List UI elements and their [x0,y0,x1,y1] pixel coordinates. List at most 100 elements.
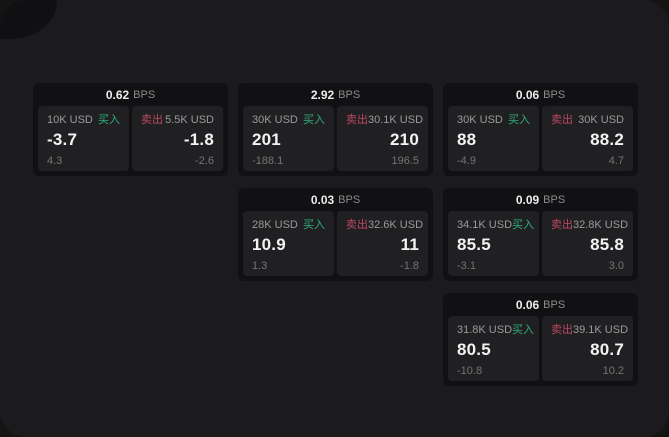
sell-tile-top: 卖出 30K USD [551,114,624,127]
buy-tile-top: 31.8K USD 买入 [457,324,534,337]
sell-side-label: 卖出 [551,219,573,231]
sell-tile[interactable]: 卖出 32.8K USD 85.8 3.0 [542,211,633,276]
sell-size-label: 30K USD [578,114,624,126]
buy-tile[interactable]: 30K USD 买入 88 -4.9 [448,106,539,171]
buy-tile[interactable]: 34.1K USD 买入 85.5 -3.1 [448,211,539,276]
sell-size-label: 30.1K USD [368,114,424,126]
buy-size-label: 34.1K USD [457,219,513,231]
buy-size-label: 28K USD [252,219,298,231]
sell-change: 10.2 [602,365,624,377]
card-body: 34.1K USD 买入 85.5 -3.1 卖出 32.8K USD 85.8… [443,211,638,276]
buy-tile-top: 34.1K USD 买入 [457,219,534,232]
sell-tile-top: 卖出 32.8K USD [551,219,628,232]
buy-change: 1.3 [252,260,268,272]
sell-tile-top: 卖出 5.5K USD [141,114,214,127]
sell-size-label: 39.1K USD [573,324,629,336]
bps-unit-label: BPS [543,298,566,311]
buy-size-label: 30K USD [457,114,503,126]
bps-value: 2.92 [310,87,335,102]
bps-value: 0.03 [310,192,335,207]
sell-change: 3.0 [608,260,624,272]
sell-size-label: 5.5K USD [165,114,214,126]
sell-tile[interactable]: 卖出 30K USD 88.2 4.7 [542,106,633,171]
buy-tile-top: 28K USD 买入 [252,219,325,232]
buy-size-label: 30K USD [252,114,298,126]
buy-size-label: 10K USD [47,114,93,126]
quote-card: 0.06 BPS 31.8K USD 买入 80.5 -10.8 卖出 39.1… [443,293,638,386]
card-body: 10K USD 买入 -3.7 4.3 卖出 5.5K USD -1.8 -2.… [33,106,228,171]
buy-side-label: 买入 [98,114,120,126]
buy-tile[interactable]: 28K USD 买入 10.9 1.3 [243,211,334,276]
buy-price: -3.7 [47,130,78,149]
sell-tile[interactable]: 卖出 32.6K USD 11 -1.8 [337,211,428,276]
sell-price: 85.8 [590,235,624,254]
bps-value: 0.06 [515,87,540,102]
sell-side-label: 卖出 [551,324,573,336]
buy-tile-top: 10K USD 买入 [47,114,120,127]
buy-tile[interactable]: 10K USD 买入 -3.7 4.3 [38,106,129,171]
sell-change: 196.5 [391,155,419,167]
sell-size-label: 32.8K USD [573,219,629,231]
bps-unit-label: BPS [543,193,566,206]
buy-size-label: 31.8K USD [457,324,513,336]
buy-side-label: 买入 [303,114,325,126]
card-header: 0.62 BPS [33,83,228,106]
sell-price: 88.2 [590,130,624,149]
bps-unit-label: BPS [133,88,156,101]
buy-tile[interactable]: 30K USD 买入 201 -188.1 [243,106,334,171]
quote-card: 2.92 BPS 30K USD 买入 201 -188.1 卖出 30.1K … [238,83,433,176]
buy-tile-top: 30K USD 买入 [252,114,325,127]
sell-side-label: 卖出 [141,114,163,126]
sell-change: -2.6 [195,155,214,167]
buy-price: 85.5 [457,235,491,254]
sell-tile-top: 卖出 30.1K USD [346,114,423,127]
corner-overlay-decoration [0,0,57,39]
bps-unit-label: BPS [338,88,361,101]
card-header: 0.09 BPS [443,188,638,211]
sell-change: -1.8 [400,260,419,272]
buy-change: -4.9 [457,155,476,167]
buy-side-label: 买入 [512,324,535,336]
sell-tile[interactable]: 卖出 5.5K USD -1.8 -2.6 [132,106,223,171]
quote-card: 0.03 BPS 28K USD 买入 10.9 1.3 卖出 32.6K US… [238,188,433,281]
buy-change: -188.1 [252,155,284,167]
quote-card: 0.06 BPS 30K USD 买入 88 -4.9 卖出 30K USD 8… [443,83,638,176]
buy-side-label: 买入 [508,114,530,126]
sell-tile-top: 卖出 39.1K USD [551,324,628,337]
buy-side-label: 买入 [512,219,535,231]
buy-price: 201 [252,130,281,149]
sell-side-label: 卖出 [551,114,573,126]
card-body: 30K USD 买入 88 -4.9 卖出 30K USD 88.2 4.7 [443,106,638,171]
sell-side-label: 卖出 [346,114,368,126]
cards-grid: 0.62 BPS 10K USD 买入 -3.7 4.3 卖出 5.5K USD… [33,83,638,386]
sell-change: 4.7 [608,155,624,167]
bps-value: 0.09 [515,192,540,207]
card-header: 0.06 BPS [443,83,638,106]
buy-change: 4.3 [47,155,63,167]
card-body: 28K USD 买入 10.9 1.3 卖出 32.6K USD 11 -1.8 [238,211,433,276]
card-body: 30K USD 买入 201 -188.1 卖出 30.1K USD 210 1… [238,106,433,171]
sell-side-label: 卖出 [346,219,368,231]
buy-price: 88 [457,130,477,149]
quote-card: 0.09 BPS 34.1K USD 买入 85.5 -3.1 卖出 32.8K… [443,188,638,281]
buy-price: 10.9 [252,235,286,254]
card-body: 31.8K USD 买入 80.5 -10.8 卖出 39.1K USD 80.… [443,316,638,381]
card-header: 2.92 BPS [238,83,433,106]
sell-tile[interactable]: 卖出 30.1K USD 210 196.5 [337,106,428,171]
buy-change: -10.8 [457,365,483,377]
buy-tile-top: 30K USD 买入 [457,114,530,127]
sell-price: -1.8 [183,130,214,149]
sell-tile-top: 卖出 32.6K USD [346,219,423,232]
card-header: 0.06 BPS [443,293,638,316]
buy-tile[interactable]: 31.8K USD 买入 80.5 -10.8 [448,316,539,381]
bps-value: 0.62 [105,87,130,102]
buy-side-label: 买入 [303,219,325,231]
bps-unit-label: BPS [338,193,361,206]
sell-price: 210 [390,130,419,149]
buy-change: -3.1 [457,260,476,272]
sell-size-label: 32.6K USD [368,219,424,231]
bps-value: 0.06 [515,297,540,312]
sell-tile[interactable]: 卖出 39.1K USD 80.7 10.2 [542,316,633,381]
